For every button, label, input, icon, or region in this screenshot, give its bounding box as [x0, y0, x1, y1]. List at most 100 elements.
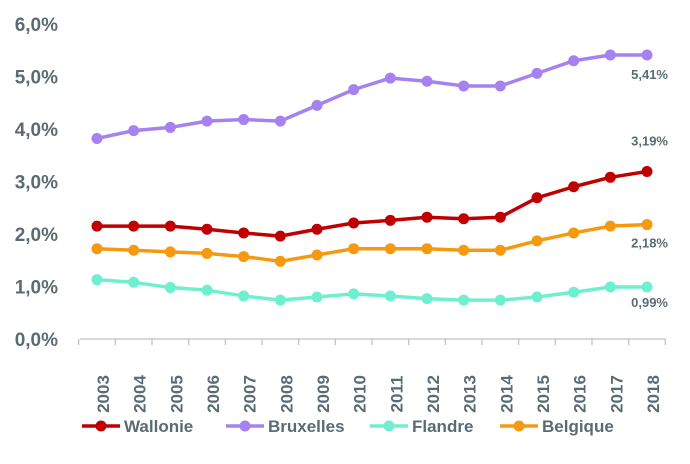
data-point	[421, 293, 433, 305]
data-point	[458, 213, 470, 225]
data-point	[384, 243, 396, 255]
x-tick-label: 2017	[607, 375, 626, 413]
data-point	[128, 220, 140, 232]
data-point	[348, 288, 360, 300]
legend-item-belgique: Belgique	[500, 417, 614, 436]
series-layer	[91, 49, 653, 306]
data-point	[348, 84, 360, 96]
data-point	[128, 125, 140, 137]
end-value-label: 0,99%	[631, 295, 668, 310]
data-point	[531, 192, 543, 204]
y-tick-label: 0,0%	[15, 330, 58, 351]
x-tick-label: 2007	[241, 375, 260, 413]
x-tick-label: 2009	[314, 375, 333, 413]
legend-item-wallonie: Wallonie	[82, 417, 193, 436]
x-tick-label: 2015	[534, 375, 553, 413]
data-point	[604, 171, 616, 183]
series-bruxelles	[91, 49, 653, 144]
y-tick-label: 1,0%	[15, 278, 58, 299]
data-point	[164, 246, 176, 258]
legend-item-flandre: Flandre	[370, 417, 473, 436]
data-point	[128, 276, 140, 288]
data-point	[568, 181, 580, 193]
data-point	[238, 251, 250, 263]
x-tick-label: 2018	[644, 375, 663, 413]
data-point	[384, 214, 396, 226]
legend-marker	[383, 420, 395, 432]
data-point	[274, 294, 286, 306]
legend-marker	[95, 420, 107, 432]
data-point	[641, 49, 653, 61]
data-point	[91, 132, 103, 144]
data-point	[458, 244, 470, 256]
data-point	[641, 281, 653, 293]
x-tick-label: 2008	[277, 375, 296, 413]
data-point	[568, 55, 580, 67]
x-tick-label: 2013	[461, 375, 480, 413]
end-labels: 3,19% 5,41% 0,99% 2,18%	[631, 67, 668, 310]
data-point	[164, 220, 176, 232]
x-tick-label: 2011	[387, 376, 406, 413]
data-point	[568, 227, 580, 239]
end-value-label: 5,41%	[631, 67, 668, 82]
data-point	[164, 121, 176, 133]
data-point	[458, 80, 470, 92]
legend-label: Bruxelles	[268, 417, 345, 436]
data-point	[604, 220, 616, 232]
data-point	[311, 99, 323, 111]
data-point	[238, 114, 250, 126]
data-point	[201, 247, 213, 259]
data-point	[311, 249, 323, 261]
data-point	[238, 227, 250, 239]
x-tick-label: 2012	[424, 375, 443, 413]
data-point	[494, 80, 506, 92]
data-point	[421, 75, 433, 87]
data-point	[91, 220, 103, 232]
x-axis: 2003 2004 2005 2006 2007 2008 2009 2010 2011 2012…	[78, 338, 666, 413]
legend-label: Flandre	[412, 417, 473, 436]
x-tick-label: 2010	[351, 375, 370, 413]
series-flandre	[91, 274, 653, 306]
data-point	[348, 243, 360, 255]
legend: Wallonie Bruxelles Flandre Belgique	[82, 417, 614, 436]
data-point	[568, 286, 580, 298]
y-tick-label: 4,0%	[15, 120, 58, 141]
data-point	[604, 281, 616, 293]
legend-label: Belgique	[542, 417, 614, 436]
data-point	[531, 67, 543, 79]
end-value-label: 2,18%	[631, 236, 668, 251]
x-tick-label: 2004	[131, 375, 150, 413]
data-point	[91, 274, 103, 286]
data-point	[274, 255, 286, 267]
data-point	[91, 243, 103, 255]
legend-label: Wallonie	[124, 417, 193, 436]
data-point	[604, 49, 616, 61]
data-point	[384, 72, 396, 84]
data-point	[458, 294, 470, 306]
data-point	[421, 243, 433, 255]
data-point	[201, 115, 213, 127]
data-point	[641, 219, 653, 231]
x-tick-label: 2006	[204, 375, 223, 413]
data-point	[494, 211, 506, 223]
x-tick-label: 2016	[571, 375, 590, 413]
data-point	[494, 294, 506, 306]
x-tick-label: 2005	[167, 375, 186, 413]
y-tick-label: 6,0%	[15, 15, 58, 36]
x-tick-label: 2003	[94, 375, 113, 413]
data-point	[531, 235, 543, 247]
data-point	[311, 291, 323, 303]
data-point	[201, 223, 213, 235]
x-tick-label: 2014	[497, 375, 516, 413]
series-line	[95, 222, 649, 264]
end-value-label: 3,19%	[631, 134, 668, 149]
data-point	[641, 166, 653, 178]
data-point	[274, 115, 286, 127]
series-line	[95, 53, 649, 141]
data-point	[128, 244, 140, 256]
y-tick-label: 3,0%	[15, 173, 58, 194]
series-line	[95, 169, 649, 238]
data-point	[311, 223, 323, 235]
data-point	[384, 290, 396, 302]
